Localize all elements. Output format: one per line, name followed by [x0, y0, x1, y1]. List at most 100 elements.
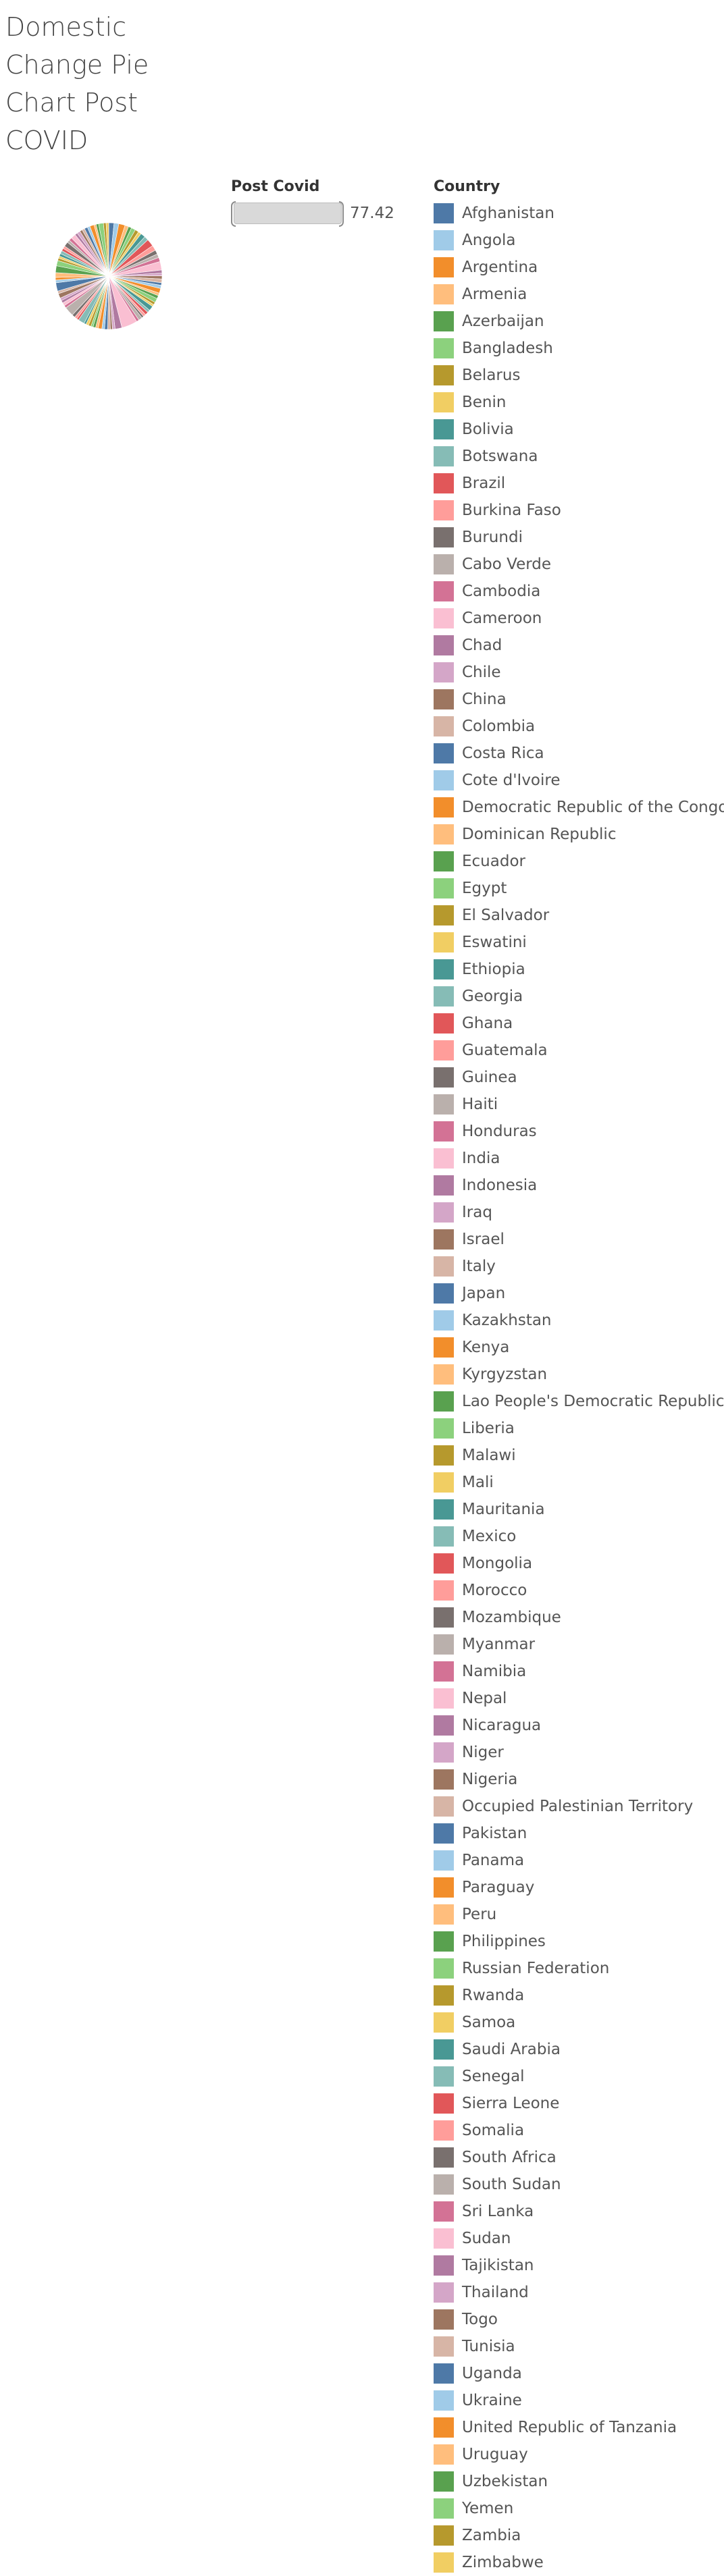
legend-item[interactable]: Pakistan [434, 1820, 721, 1847]
legend-item[interactable]: India [434, 1145, 721, 1172]
legend-item[interactable]: Saudi Arabia [434, 2036, 721, 2063]
legend-label: Sri Lanka [462, 2203, 534, 2220]
legend-item[interactable]: Mali [434, 1469, 721, 1496]
legend-item[interactable]: Rwanda [434, 1982, 721, 2009]
legend-item[interactable]: Cote d'Ivoire [434, 767, 721, 794]
legend-item[interactable]: Mozambique [434, 1604, 721, 1631]
legend-item[interactable]: Niger [434, 1739, 721, 1766]
legend-item[interactable]: Armenia [434, 281, 721, 308]
pie-slice[interactable] [105, 222, 109, 277]
legend-item[interactable]: Burkina Faso [434, 497, 721, 524]
legend-item[interactable]: Costa Rica [434, 740, 721, 767]
legend-item[interactable]: Colombia [434, 713, 721, 740]
legend-item[interactable]: Egypt [434, 875, 721, 902]
legend-item[interactable]: Indonesia [434, 1172, 721, 1199]
legend-item[interactable]: Panama [434, 1847, 721, 1874]
slider-handle-min[interactable] [231, 201, 236, 227]
legend-item[interactable]: Peru [434, 1901, 721, 1928]
legend-item[interactable]: Kyrgyzstan [434, 1361, 721, 1388]
legend-item[interactable]: Dominican Republic [434, 821, 721, 848]
legend-item[interactable]: Eswatini [434, 929, 721, 956]
legend-item[interactable]: Uruguay [434, 2441, 721, 2468]
legend-item[interactable]: China [434, 686, 721, 713]
legend-item[interactable]: Sierra Leone [434, 2090, 721, 2117]
legend-swatch [434, 230, 454, 250]
slider-track[interactable] [234, 203, 342, 224]
legend-item[interactable]: Chile [434, 659, 721, 686]
legend-item[interactable]: Morocco [434, 1577, 721, 1604]
legend-item[interactable]: Zimbabwe [434, 2549, 721, 2576]
legend-item[interactable]: Ukraine [434, 2387, 721, 2414]
legend-item[interactable]: Italy [434, 1253, 721, 1280]
legend-item[interactable]: Sudan [434, 2225, 721, 2252]
legend-item[interactable]: Yemen [434, 2495, 721, 2522]
legend-item[interactable]: Thailand [434, 2279, 721, 2306]
legend-item[interactable]: Myanmar [434, 1631, 721, 1658]
legend-item[interactable]: Occupied Palestinian Territory [434, 1793, 721, 1820]
legend-item[interactable]: Georgia [434, 983, 721, 1010]
legend-item[interactable]: Japan [434, 1280, 721, 1307]
legend-item[interactable]: Cabo Verde [434, 551, 721, 578]
legend-item[interactable]: Namibia [434, 1658, 721, 1685]
legend-item[interactable]: Cambodia [434, 578, 721, 605]
legend-item[interactable]: Botswana [434, 443, 721, 470]
legend-item[interactable]: Chad [434, 632, 721, 659]
legend-swatch [434, 770, 454, 790]
legend-item[interactable]: Democratic Republic of the Congo [434, 794, 724, 821]
legend-item[interactable]: Mexico [434, 1523, 721, 1550]
legend-item[interactable]: Nicaragua [434, 1712, 721, 1739]
legend-item[interactable]: Nigeria [434, 1766, 721, 1793]
legend-item[interactable]: El Salvador [434, 902, 721, 929]
legend-item[interactable]: Samoa [434, 2009, 721, 2036]
legend-item[interactable]: Russian Federation [434, 1955, 721, 1982]
legend-item[interactable]: Tajikistan [434, 2252, 721, 2279]
legend-item[interactable]: Mongolia [434, 1550, 721, 1577]
legend-item[interactable]: South Africa [434, 2144, 721, 2171]
legend-swatch [434, 2390, 454, 2411]
legend-label: China [462, 691, 507, 708]
legend-item[interactable]: Ethiopia [434, 956, 721, 983]
legend-item[interactable]: Tunisia [434, 2333, 721, 2360]
legend-item[interactable]: South Sudan [434, 2171, 721, 2198]
legend-item[interactable]: Iraq [434, 1199, 721, 1226]
legend-item[interactable]: Kazakhstan [434, 1307, 721, 1334]
legend-item[interactable]: Bangladesh [434, 335, 721, 362]
legend-swatch [434, 1985, 454, 2006]
legend-item[interactable]: Malawi [434, 1442, 721, 1469]
legend-item[interactable]: Bolivia [434, 416, 721, 443]
range-slider[interactable]: 77.42 [231, 200, 407, 227]
legend-item[interactable]: Kenya [434, 1334, 721, 1361]
legend-item[interactable]: Cameroon [434, 605, 721, 632]
legend-item[interactable]: Philippines [434, 1928, 721, 1955]
legend-item[interactable]: Afghanistan [434, 200, 721, 227]
legend-item[interactable]: Liberia [434, 1415, 721, 1442]
legend-item[interactable]: Belarus [434, 362, 721, 389]
legend-item[interactable]: Guinea [434, 1064, 721, 1091]
legend-item[interactable]: Paraguay [434, 1874, 721, 1901]
legend-item[interactable]: Lao People's Democratic Republic [434, 1388, 724, 1415]
legend-item[interactable]: Ghana [434, 1010, 721, 1037]
legend-item[interactable]: Togo [434, 2306, 721, 2333]
legend-item[interactable]: Mauritania [434, 1496, 721, 1523]
legend-item[interactable]: Ecuador [434, 848, 721, 875]
legend-swatch [434, 878, 454, 898]
slider-handle-max[interactable] [339, 201, 344, 227]
legend-item[interactable]: Honduras [434, 1118, 721, 1145]
legend-item[interactable]: Angola [434, 227, 721, 254]
legend-item[interactable]: Senegal [434, 2063, 721, 2090]
legend-item[interactable]: Sri Lanka [434, 2198, 721, 2225]
legend-item[interactable]: Zambia [434, 2522, 721, 2549]
legend-item[interactable]: Uzbekistan [434, 2468, 721, 2495]
legend-item[interactable]: Azerbaijan [434, 308, 721, 335]
legend-item[interactable]: Nepal [434, 1685, 721, 1712]
legend-item[interactable]: Brazil [434, 470, 721, 497]
legend-item[interactable]: Benin [434, 389, 721, 416]
legend-item[interactable]: Guatemala [434, 1037, 721, 1064]
legend-item[interactable]: United Republic of Tanzania [434, 2414, 721, 2441]
legend-item[interactable]: Israel [434, 1226, 721, 1253]
legend-item[interactable]: Somalia [434, 2117, 721, 2144]
legend-item[interactable]: Burundi [434, 524, 721, 551]
legend-item[interactable]: Uganda [434, 2360, 721, 2387]
legend-item[interactable]: Haiti [434, 1091, 721, 1118]
legend-item[interactable]: Argentina [434, 254, 721, 281]
